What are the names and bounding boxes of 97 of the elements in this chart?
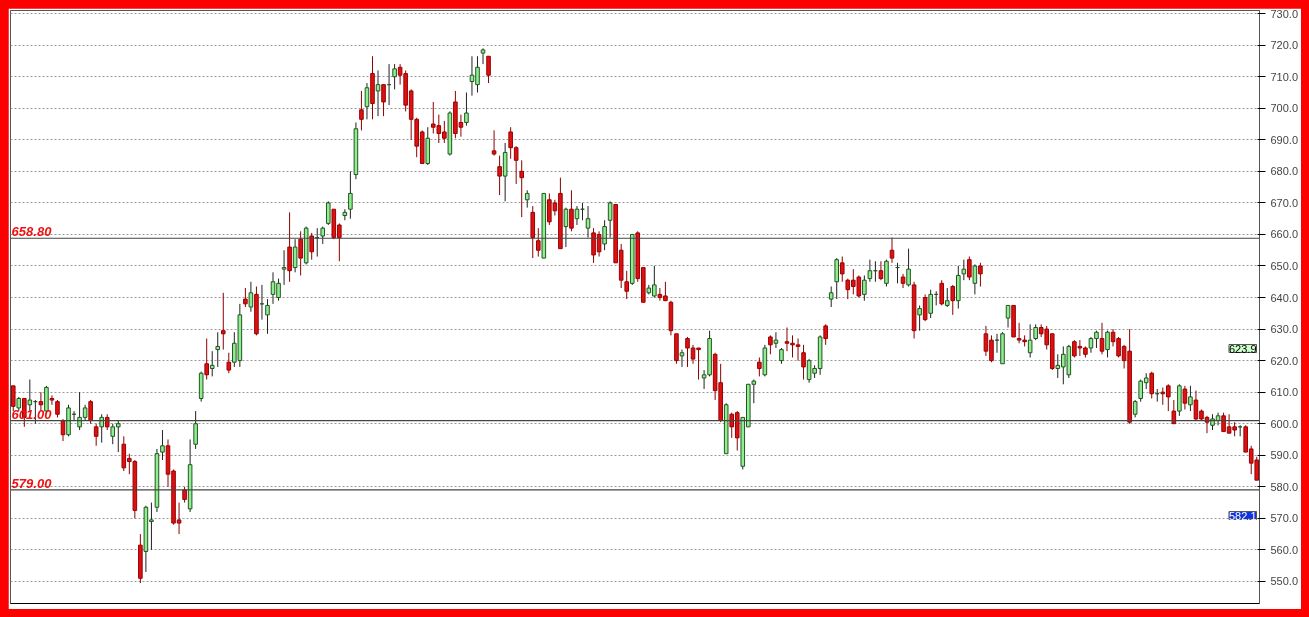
y-tick-label: 550.0: [1270, 575, 1299, 588]
candlestick: [1005, 304, 1011, 328]
candlestick: [309, 232, 314, 261]
candlestick: [1182, 385, 1188, 411]
annotation: 582.1: [1228, 509, 1257, 522]
y-tick-label: 640.0: [1270, 291, 1299, 304]
candlestick: [209, 350, 215, 377]
candlestick: [281, 249, 287, 286]
candlestick: [359, 90, 364, 131]
candlestick: [325, 200, 331, 226]
candlestick: [93, 423, 99, 447]
candlestick: [486, 55, 491, 84]
candlestick: [226, 352, 232, 374]
candlestick: [757, 356, 762, 377]
candlestick: [220, 292, 226, 351]
candlestick: [607, 200, 613, 239]
y-tick-label: 670.0: [1270, 196, 1299, 209]
annotation: 623.9: [1228, 342, 1257, 355]
candlestick: [585, 205, 591, 239]
candlestick: [480, 47, 486, 65]
candlestick: [1099, 322, 1105, 355]
candlestick: [243, 287, 248, 308]
candlestick: [248, 281, 254, 313]
candlestick: [49, 394, 55, 406]
candlestick: [375, 69, 381, 117]
y-tick-label: 560.0: [1270, 543, 1299, 556]
candlestick: [834, 257, 840, 300]
candlestick: [801, 344, 806, 381]
candlestick: [884, 259, 889, 287]
y-tick-label: 580.0: [1270, 480, 1299, 493]
y-tick-label: 680.0: [1270, 165, 1299, 178]
candlestick: [99, 413, 104, 444]
candlestick: [27, 379, 33, 412]
candlestick: [519, 159, 524, 218]
y-tick-label: 660.0: [1270, 228, 1299, 241]
candlestick: [298, 230, 303, 276]
candlestick: [972, 263, 978, 295]
candlestick: [497, 155, 502, 196]
candlestick: [862, 274, 867, 302]
candlestick: [10, 385, 16, 412]
candlestick: [602, 219, 607, 251]
candlestick: [1149, 371, 1155, 399]
y-tick-label: 590.0: [1270, 449, 1299, 462]
candlestick: [624, 270, 630, 300]
candlestick: [265, 298, 270, 335]
candlestick: [823, 323, 828, 346]
y-tick-label: 690.0: [1270, 133, 1299, 146]
candlestick: [535, 227, 541, 258]
y-tick-label: 720.0: [1270, 39, 1299, 52]
y-tick-label: 630.0: [1270, 323, 1299, 336]
candlestick: [569, 189, 574, 232]
candlestick: [978, 262, 983, 287]
candlestick: [204, 338, 209, 381]
candlestick: [38, 391, 44, 412]
candlestick: [502, 142, 508, 202]
y-tick-label: 730.0: [1270, 7, 1299, 20]
candlestick: [160, 429, 165, 461]
ref-line-label: 658.80: [11, 224, 53, 240]
candlestick: [563, 207, 569, 248]
candlestick: [867, 259, 873, 283]
candlestick: [342, 208, 348, 221]
y-tick-label: 710.0: [1270, 70, 1299, 83]
y-tick-label: 570.0: [1270, 512, 1299, 525]
candlestick: [679, 349, 685, 368]
candlestick: [961, 259, 967, 281]
candlestick: [215, 331, 221, 368]
y-tick-label: 610.0: [1270, 386, 1299, 399]
y-tick-label: 600.0: [1270, 417, 1299, 430]
candlestick: [773, 331, 779, 349]
candlestick: [889, 237, 895, 264]
ref-line-label: 579.00: [11, 475, 53, 491]
candlestick: [193, 410, 198, 450]
candlestick: [917, 304, 922, 332]
candlestick: [292, 238, 298, 273]
candlestick: [491, 129, 497, 157]
candlestick: [88, 399, 93, 425]
candlestick: [464, 92, 469, 127]
candlestick: [950, 284, 956, 316]
candlestick: [1027, 323, 1033, 358]
candlestick: [1105, 330, 1110, 358]
candlestick: [768, 334, 773, 355]
y-tick-label: 620.0: [1270, 354, 1299, 367]
candlestick: [939, 279, 945, 306]
y-tick-label: 650.0: [1270, 259, 1299, 272]
candlestick: [348, 170, 353, 220]
candlestick: [944, 287, 950, 308]
candlestick: [392, 63, 397, 90]
candlestick: [878, 260, 884, 281]
candlestick: [906, 248, 911, 287]
candlestick: [839, 256, 845, 283]
candlestick: [1188, 385, 1193, 412]
candlestick: [287, 211, 292, 283]
candlestick: [381, 84, 386, 117]
y-tick-label: 700.0: [1270, 102, 1299, 115]
candlestick: [828, 286, 834, 308]
candlestick: [922, 293, 928, 322]
candlestick: [967, 256, 972, 281]
